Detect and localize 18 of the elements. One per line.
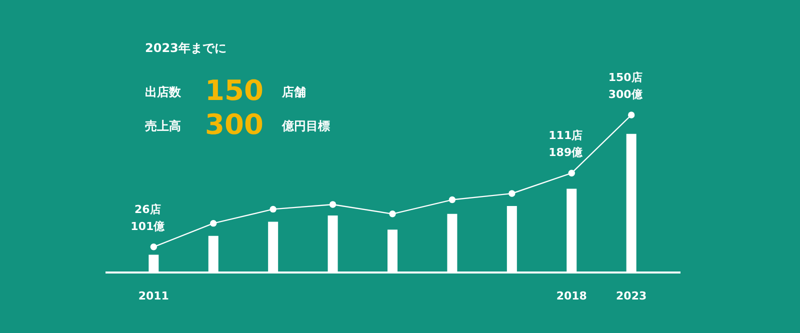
annotation: 26店 101億 [130, 202, 166, 233]
point [389, 210, 396, 218]
x-tick-label: 2018 [556, 290, 587, 302]
point [329, 201, 336, 208]
point [210, 220, 217, 227]
annotation: 111店 189億 [548, 129, 584, 160]
point [628, 112, 635, 118]
point [508, 190, 516, 197]
point [448, 196, 456, 204]
text: 売上高 300 億円目標 [145, 108, 330, 141]
text: 出店数 150 店舗 [145, 74, 306, 107]
x-tick-label: 2011 [138, 290, 169, 302]
annotation: 150店 300億 [608, 71, 644, 101]
x-tick-label: 2023 [616, 290, 647, 302]
point [568, 170, 575, 176]
chart-title: 2023年までに [145, 41, 226, 55]
point [270, 206, 276, 213]
point [150, 244, 158, 250]
